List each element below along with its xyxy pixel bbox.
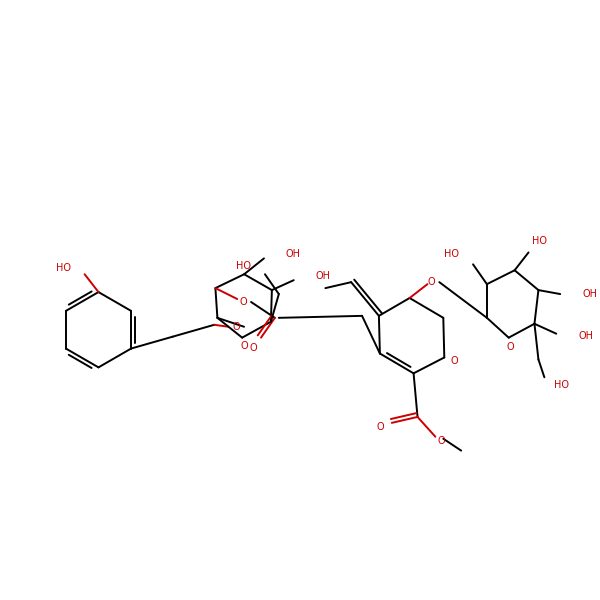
Text: HO: HO xyxy=(554,380,569,390)
Text: O: O xyxy=(376,422,384,432)
Text: O: O xyxy=(451,356,458,367)
Text: O: O xyxy=(232,322,240,332)
Text: HO: HO xyxy=(56,263,71,273)
Text: O: O xyxy=(437,436,445,446)
Text: O: O xyxy=(241,341,248,350)
Text: HO: HO xyxy=(532,236,547,245)
Text: O: O xyxy=(507,341,514,352)
Text: OH: OH xyxy=(316,271,331,281)
Text: O: O xyxy=(428,277,435,287)
Text: OH: OH xyxy=(582,289,597,299)
Text: HO: HO xyxy=(444,250,459,259)
Text: OH: OH xyxy=(578,331,593,341)
Text: O: O xyxy=(249,343,257,353)
Text: O: O xyxy=(239,297,247,307)
Text: HO: HO xyxy=(236,262,251,271)
Text: OH: OH xyxy=(286,250,301,259)
